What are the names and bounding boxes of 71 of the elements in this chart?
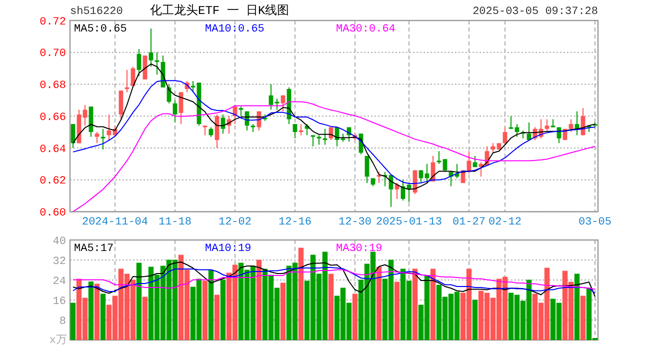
candlestick bbox=[82, 104, 88, 126]
y-tick-label: 24 bbox=[52, 276, 66, 288]
bar bbox=[280, 282, 286, 340]
candlestick bbox=[436, 150, 442, 164]
y-tick-label: 8 bbox=[59, 316, 66, 328]
candlestick bbox=[544, 118, 550, 131]
candlestick bbox=[292, 124, 298, 139]
candlestick bbox=[202, 125, 208, 136]
y-tick-label: 16 bbox=[52, 296, 66, 308]
x-tick-label: 01-27 bbox=[452, 216, 486, 229]
chart-subtitle: sh516220 bbox=[70, 6, 123, 18]
bar bbox=[220, 280, 226, 340]
bar bbox=[580, 296, 586, 340]
x-tick-label: 11-18 bbox=[158, 216, 192, 229]
x-tick-label: 12-02 bbox=[218, 216, 252, 229]
bar bbox=[376, 266, 382, 340]
x-tick-label: 2024-11-04 bbox=[82, 216, 148, 229]
text: 2025-03-05 09:37:28 bbox=[472, 6, 598, 18]
bar bbox=[100, 294, 106, 340]
bar bbox=[214, 294, 220, 340]
text: MA10:0.65 bbox=[205, 24, 264, 36]
bar bbox=[208, 270, 214, 340]
text: MA5:17 bbox=[74, 243, 114, 255]
bar bbox=[256, 260, 262, 340]
y-tick-label: 40 bbox=[52, 236, 66, 248]
bar bbox=[574, 274, 580, 340]
line-series bbox=[72, 262, 596, 297]
bar bbox=[430, 268, 436, 340]
candlestick bbox=[172, 100, 178, 123]
text: MA30:0.64 bbox=[336, 24, 396, 36]
bar bbox=[70, 302, 76, 340]
bar bbox=[202, 280, 208, 340]
bar bbox=[298, 248, 304, 340]
candlestick bbox=[148, 28, 154, 68]
bar bbox=[472, 300, 478, 340]
candlestick bbox=[280, 94, 286, 112]
line-series bbox=[72, 267, 596, 294]
candlestick bbox=[136, 48, 142, 77]
candlestick bbox=[568, 118, 574, 133]
candlestick bbox=[268, 84, 274, 110]
y-tick-label: 0.68 bbox=[40, 80, 66, 92]
candlestick bbox=[310, 134, 316, 147]
line-series bbox=[72, 269, 596, 290]
bar bbox=[328, 274, 334, 340]
bar bbox=[136, 262, 142, 340]
bar bbox=[394, 282, 400, 340]
bar bbox=[412, 268, 418, 340]
x-tick-label: 12-30 bbox=[338, 216, 372, 229]
y-tick-label: 0.62 bbox=[40, 176, 66, 188]
y-tick-label: 0.60 bbox=[40, 208, 66, 220]
y-tick-label: 0.64 bbox=[40, 144, 66, 156]
bar bbox=[94, 284, 100, 340]
y-tick-label: 0.72 bbox=[40, 16, 66, 28]
candlestick bbox=[442, 158, 448, 172]
candlestick bbox=[118, 90, 124, 120]
bar bbox=[88, 282, 94, 340]
bar bbox=[142, 296, 148, 340]
x-tick-label: 12-16 bbox=[278, 216, 312, 229]
y-tick-label: 0.70 bbox=[40, 48, 66, 60]
candlestick bbox=[94, 132, 100, 144]
y-axis-title: x万 bbox=[49, 334, 67, 347]
x-tick-label: 02-12 bbox=[488, 216, 522, 229]
y-tick-label: 0.66 bbox=[40, 112, 66, 124]
x-tick-label: 03-05 bbox=[578, 216, 612, 229]
y-tick-label: 32 bbox=[52, 256, 66, 268]
series-label: MA10:19 bbox=[205, 243, 252, 255]
x-tick-label: 2025-01-13 bbox=[376, 216, 442, 229]
series-label: MA30:19 bbox=[336, 243, 382, 255]
text: MA5:0.65 bbox=[74, 24, 127, 36]
bar bbox=[352, 294, 358, 340]
chart-title: 化工龙头ETF 一 日K线图 bbox=[150, 4, 290, 18]
